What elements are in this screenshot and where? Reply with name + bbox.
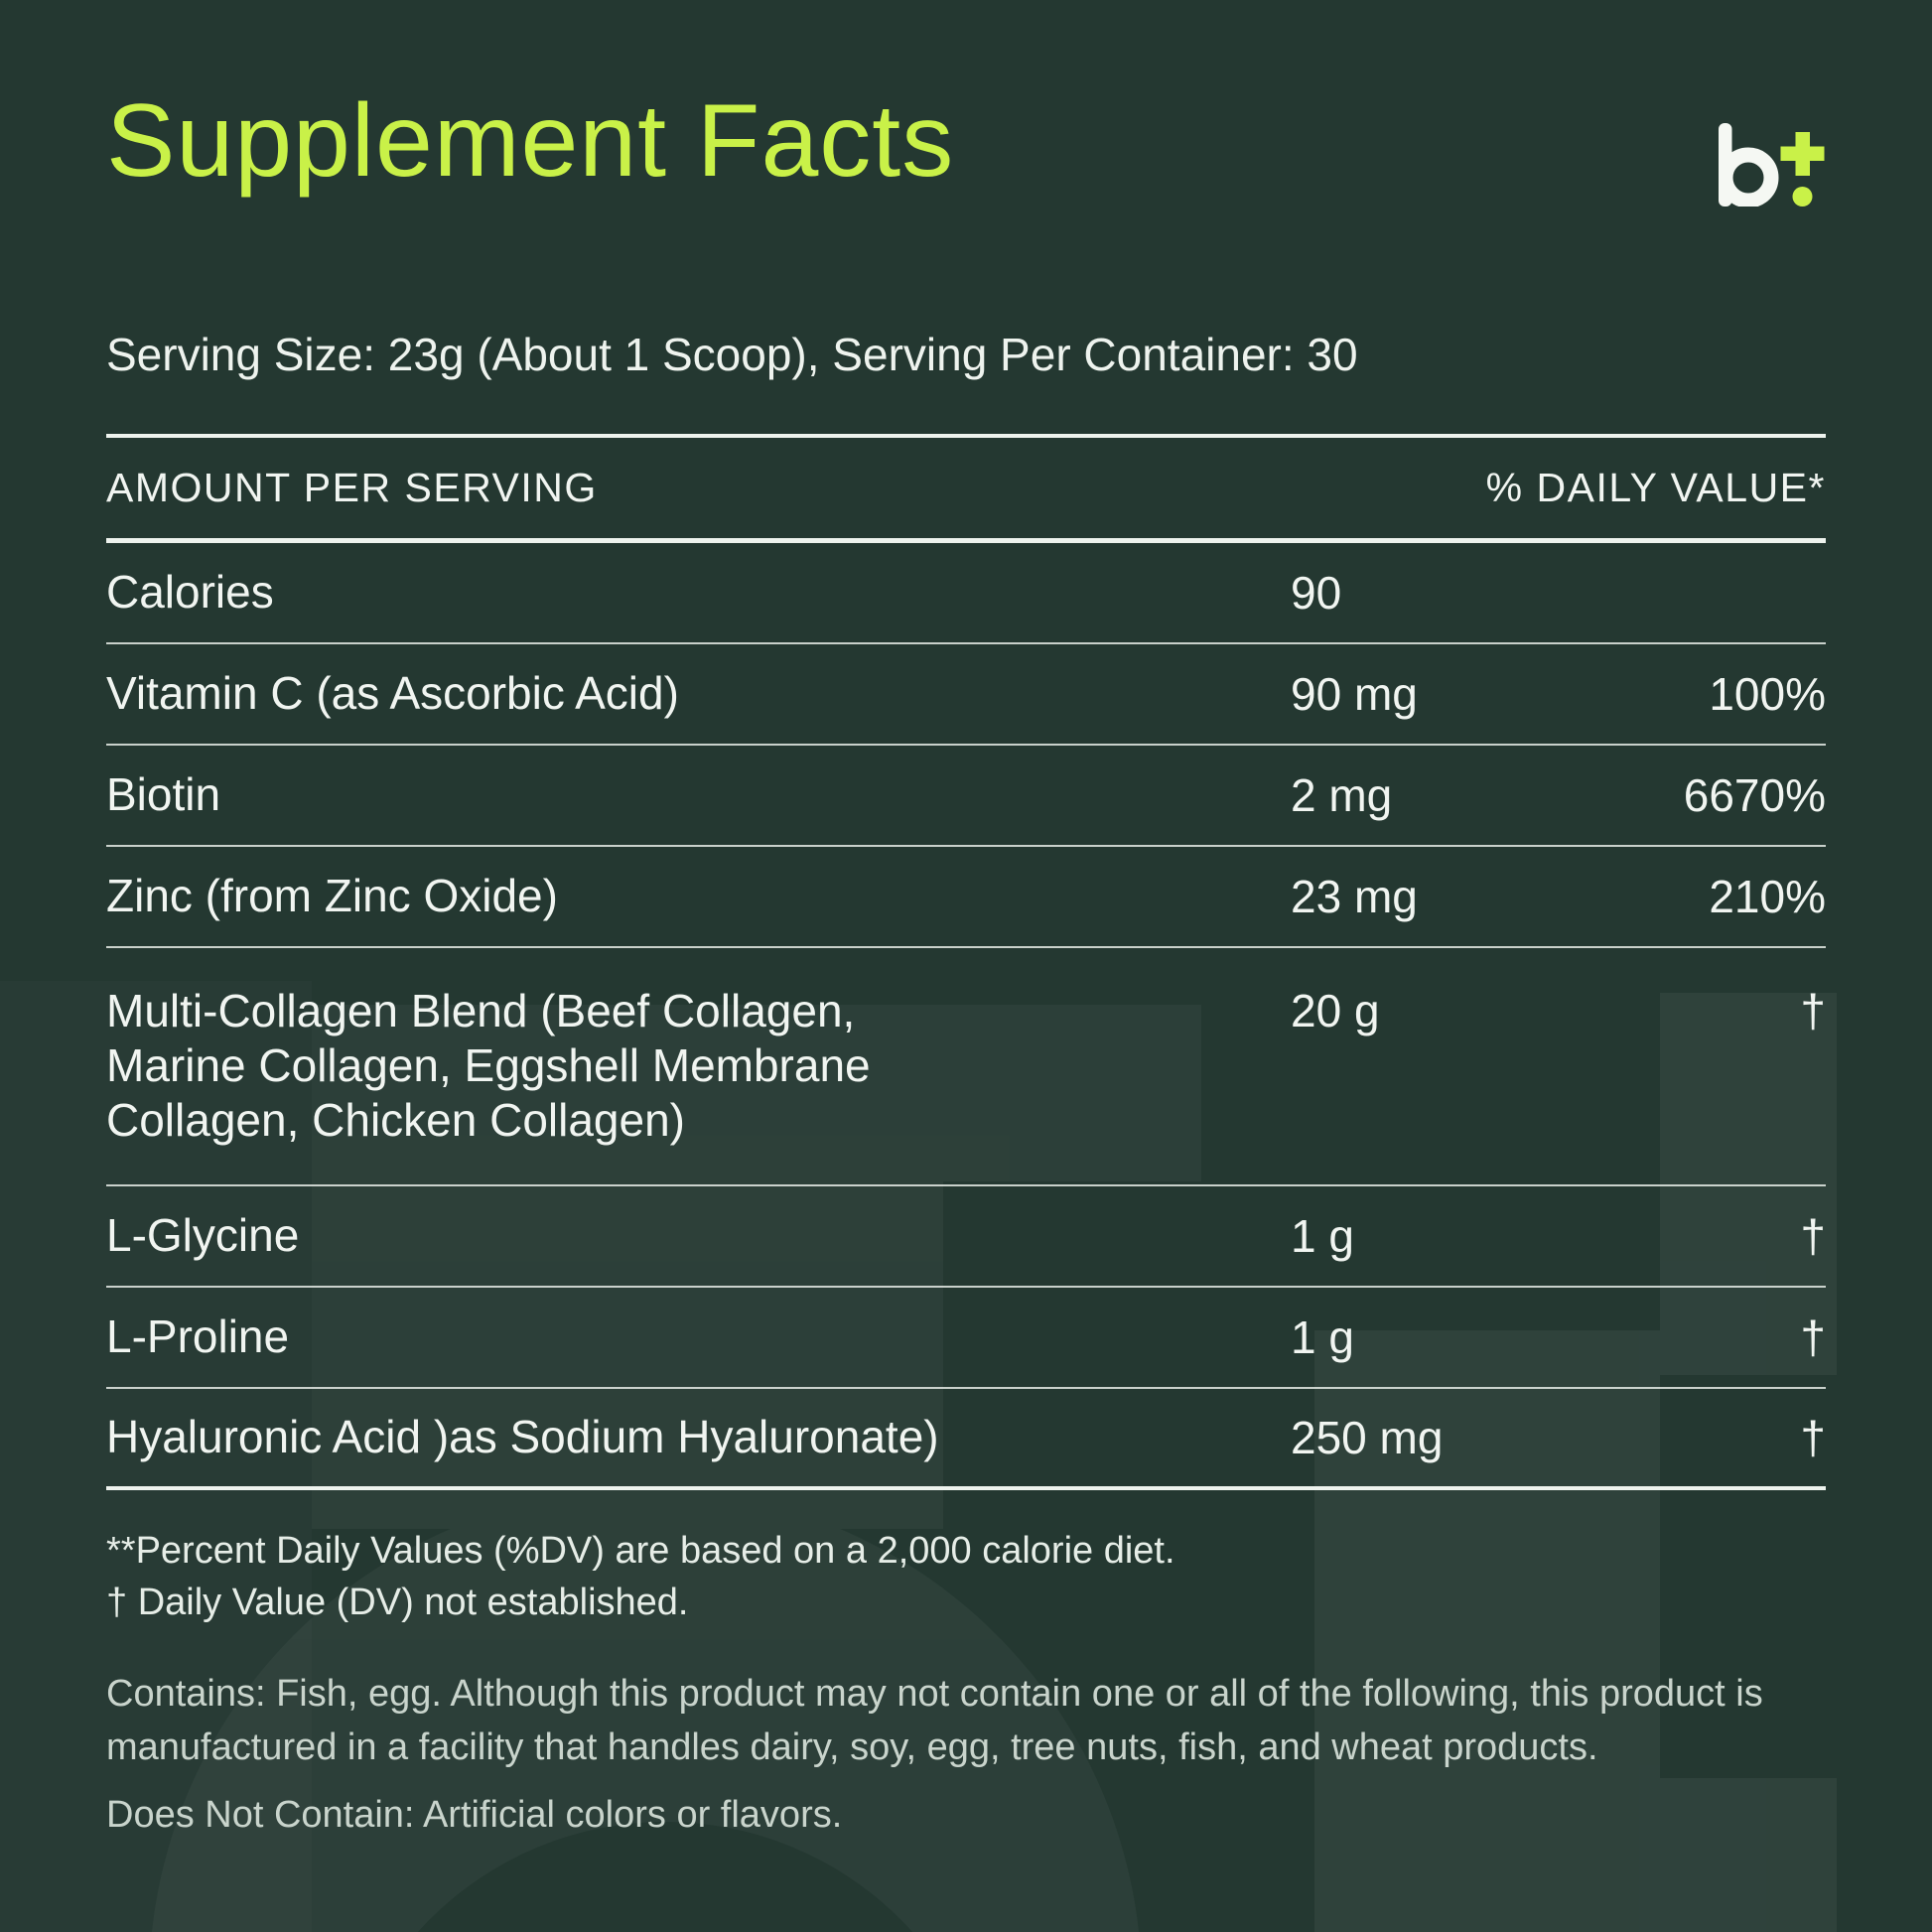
- nutrient-name: Multi-Collagen Blend (Beef Collagen, Mar…: [106, 985, 871, 1147]
- table-row: Zinc (from Zinc Oxide) 23 mg 210%: [106, 847, 1826, 948]
- facts-table: AMOUNT PER SERVING % DAILY VALUE* Calori…: [106, 434, 1826, 1490]
- table-row: Hyaluronic Acid )as Sodium Hyaluronate) …: [106, 1389, 1826, 1490]
- nutrient-name: Biotin: [106, 768, 221, 821]
- nutrient-amount: 90: [1291, 567, 1342, 619]
- page-title: Supplement Facts: [106, 83, 955, 199]
- table-row: L-Glycine 1 g †: [106, 1186, 1826, 1288]
- table-row: Calories 90: [106, 543, 1826, 644]
- nutrient-daily-value: †: [1800, 1209, 1826, 1262]
- nutrient-daily-value: 6670%: [1683, 769, 1826, 821]
- daily-value-not-established-footnote: † Daily Value (DV) not established.: [106, 1582, 689, 1624]
- dot-icon: [1792, 187, 1813, 207]
- nutrient-daily-value: 100%: [1709, 668, 1826, 720]
- nutrient-daily-value: 210%: [1709, 871, 1826, 922]
- nutrient-name: L-Proline: [106, 1310, 290, 1362]
- nutrient-name: Zinc (from Zinc Oxide): [106, 870, 558, 922]
- letter-b-glyph: [1719, 123, 1779, 207]
- brand-logo-b-plus-icon: [1719, 123, 1825, 207]
- table-row: Biotin 2 mg 6670%: [106, 746, 1826, 847]
- nutrient-amount: 23 mg: [1291, 871, 1418, 922]
- amount-per-serving-header: AMOUNT PER SERVING: [106, 465, 598, 510]
- table-row: Vitamin C (as Ascorbic Acid) 90 mg 100%: [106, 644, 1826, 746]
- nutrient-amount: 1 g: [1291, 1209, 1354, 1262]
- nutrient-daily-value: †: [1800, 1411, 1826, 1463]
- nutrient-name: Vitamin C (as Ascorbic Acid): [106, 667, 679, 720]
- nutrient-amount: 250 mg: [1291, 1411, 1444, 1463]
- table-header-row: AMOUNT PER SERVING % DAILY VALUE*: [106, 438, 1826, 543]
- nutrient-amount: 90 mg: [1291, 668, 1418, 720]
- contains-note: Contains: Fish, egg. Although this produ…: [106, 1673, 1763, 1768]
- nutrient-name: L-Glycine: [106, 1208, 300, 1261]
- serving-size-line: Serving Size: 23g (About 1 Scoop), Servi…: [106, 329, 1358, 380]
- nutrient-amount: 20 g: [1291, 985, 1380, 1036]
- nutrient-daily-value: †: [1800, 985, 1826, 1036]
- nutrient-daily-value: †: [1800, 1311, 1826, 1363]
- plus-icon: [1780, 132, 1825, 176]
- table-row: Multi-Collagen Blend (Beef Collagen, Mar…: [106, 948, 1826, 1186]
- nutrient-name: Hyaluronic Acid )as Sodium Hyaluronate): [106, 1410, 939, 1462]
- daily-value-header: % DAILY VALUE*: [1485, 465, 1826, 510]
- nutrient-amount: 1 g: [1291, 1311, 1354, 1363]
- nutrient-amount: 2 mg: [1291, 769, 1393, 821]
- footnotes-block: **Percent Daily Values (%DV) are based o…: [106, 1525, 1826, 1629]
- table-row: L-Proline 1 g †: [106, 1288, 1826, 1389]
- table-body: Calories 90 Vitamin C (as Ascorbic Acid)…: [106, 543, 1826, 1490]
- nutrient-name: Calories: [106, 566, 274, 619]
- percent-daily-value-footnote: **Percent Daily Values (%DV) are based o…: [106, 1530, 1175, 1572]
- does-not-contain-note: Does Not Contain: Artificial colors or f…: [106, 1794, 843, 1836]
